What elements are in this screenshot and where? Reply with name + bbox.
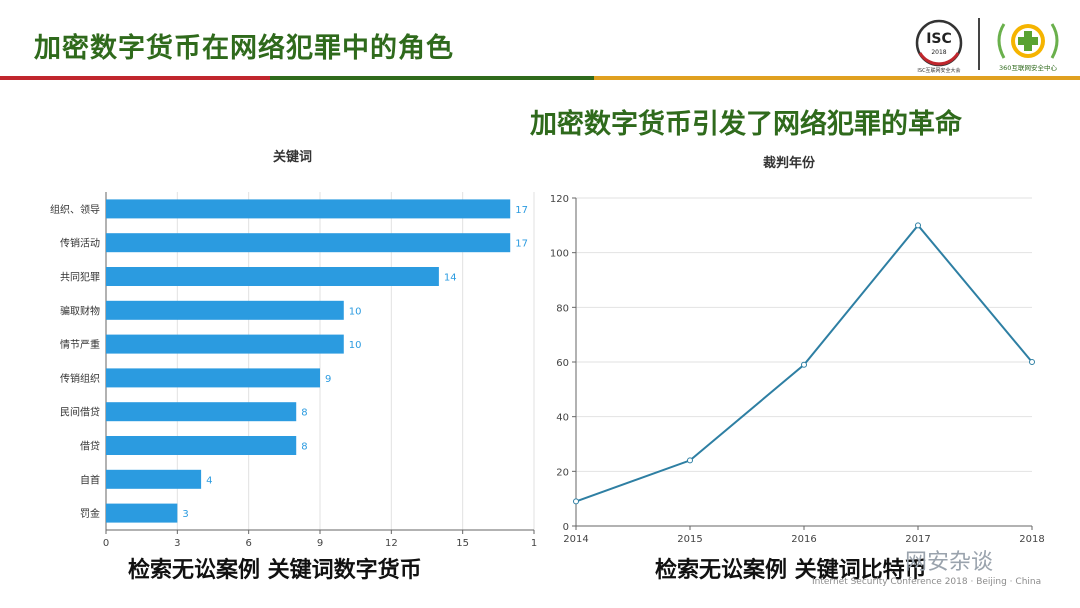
- bar-chart: 0 3 6 9 12 15 1 组织、领导 17 传销活动 17 共同犯罪 14 骗取财物 10 情节严重 10…: [50, 192, 537, 549]
- line-x-tick-label: 2016: [791, 534, 816, 545]
- bar-x-tick-label: 1: [531, 538, 537, 549]
- footer-text: Internet Security Conference 2018 · Beij…: [812, 577, 1042, 587]
- bar: [106, 402, 297, 422]
- bar-value-label: 3: [182, 509, 188, 520]
- bar-category-label: 骗取财物: [60, 304, 100, 317]
- line-point: [573, 498, 579, 505]
- bar-value-label: 8: [301, 442, 307, 453]
- bar-value-label: 10: [349, 306, 362, 317]
- line-chart-title: 裁判年份: [763, 156, 816, 171]
- line-y-tick-label: 20: [556, 467, 569, 478]
- logo-divider: [978, 18, 980, 70]
- bar-category-label: 借贷: [80, 440, 100, 453]
- bar-value-label: 10: [349, 340, 362, 351]
- bar: [106, 267, 439, 286]
- bar-value-label: 17: [515, 205, 528, 216]
- line-y-tick-label: 40: [556, 413, 569, 424]
- bar-x-tick-label: 6: [245, 538, 251, 549]
- bar-x-tick-label: 12: [385, 538, 398, 549]
- line-y-tick-label: 80: [556, 303, 569, 314]
- bar-category-label: 共同犯罪: [60, 272, 100, 284]
- bar-category-label: 民间借贷: [60, 406, 100, 419]
- bar: [106, 233, 511, 253]
- line-chart: 0 20 40 60 80 100 120 2014 2015 2016 2017 2018: [550, 194, 1045, 545]
- isc-logo-year: 2018: [931, 49, 946, 56]
- logo-360: 360互联网安全中心: [997, 23, 1059, 72]
- isc-logo-sub: ISC互联网安全大会: [917, 67, 960, 74]
- bar-category-label: 自首: [80, 473, 100, 486]
- line-x-tick-label: 2015: [677, 534, 702, 545]
- bar-chart-title: 关键词: [273, 150, 313, 165]
- subtitle: 加密数字货币引发了网络犯罪的革命: [530, 109, 962, 140]
- line-point: [801, 361, 807, 368]
- bar-category-label: 组织、领导: [50, 203, 100, 216]
- line-point: [915, 222, 921, 229]
- bar-value-label: 8: [301, 408, 307, 419]
- bar: [106, 469, 202, 489]
- bar: [106, 334, 344, 354]
- page-title: 加密数字货币在网络犯罪中的角色: [34, 33, 454, 64]
- bar-value-label: 9: [325, 374, 331, 385]
- bar-x-tick-label: 0: [103, 538, 109, 549]
- bar-value-label: 14: [444, 273, 457, 284]
- line-x-tick-label: 2017: [905, 534, 930, 545]
- isc-logo: ISC 2018 ISC互联网安全大会: [915, 19, 963, 74]
- line-y-tick-label: 0: [563, 522, 569, 533]
- bar: [106, 368, 320, 388]
- bar-value-label: 17: [515, 239, 528, 250]
- left-caption: 检索无讼案例 关键词数字货币: [128, 558, 422, 583]
- line-y-tick-label: 100: [550, 249, 569, 260]
- bar: [106, 436, 297, 455]
- bar-category-label: 情节严重: [60, 338, 100, 351]
- bar-x-tick-label: 3: [174, 538, 180, 549]
- bar-category-label: 罚金: [80, 507, 100, 520]
- watermark: 网安杂谈: [905, 550, 994, 575]
- right-caption: 检索无讼案例 关键词比特币: [655, 558, 927, 583]
- line-point: [1029, 359, 1035, 365]
- bar: [106, 503, 178, 523]
- header-divider: [0, 76, 1080, 80]
- bar: [106, 199, 511, 219]
- bar-category-label: 传销组织: [60, 372, 100, 385]
- bar-category-label: 传销活动: [60, 237, 100, 250]
- line-x-tick-label: 2014: [563, 534, 588, 545]
- line-point: [687, 457, 693, 464]
- bar-x-tick-label: 15: [456, 538, 469, 549]
- logo-360-text: 360互联网安全中心: [999, 63, 1057, 72]
- bar-x-tick-label: 9: [317, 538, 323, 549]
- line-x-tick-label: 2018: [1019, 534, 1044, 545]
- line-y-tick-label: 120: [550, 194, 569, 205]
- line-y-tick-label: 60: [556, 358, 569, 369]
- isc-logo-text: ISC: [926, 31, 952, 47]
- bar-value-label: 4: [206, 475, 212, 486]
- bar: [106, 300, 344, 320]
